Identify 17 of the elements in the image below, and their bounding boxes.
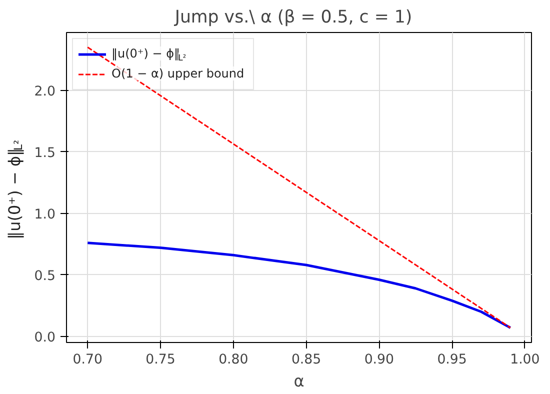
y-tick-label: 1.5 <box>34 146 56 161</box>
x-tick-label: 0.80 <box>218 352 248 368</box>
y-tick-label: 0.0 <box>34 330 56 346</box>
x-axis-title: α <box>294 372 304 390</box>
line-series <box>86 242 512 329</box>
x-tick-label: 0.95 <box>437 352 467 368</box>
x-tick-label: 0.90 <box>364 352 394 368</box>
legend-label: O(1 − α) upper bound <box>112 66 244 80</box>
x-tick-label: 0.85 <box>291 352 322 368</box>
x-tick-label: 0.70 <box>72 352 102 368</box>
y-axis-title: ‖u(0⁺) − ϕ‖L² <box>5 140 25 240</box>
chart-title: Jump vs.\ α (β = 0.5, c = 1) <box>174 8 412 28</box>
x-tick-label: 1.00 <box>510 352 540 368</box>
x-tick-label: 0.75 <box>146 352 176 368</box>
y-tick-label: 2.0 <box>34 84 56 100</box>
y-tick-label: 0.5 <box>34 268 56 284</box>
y-tick-label: 1.0 <box>34 207 56 222</box>
